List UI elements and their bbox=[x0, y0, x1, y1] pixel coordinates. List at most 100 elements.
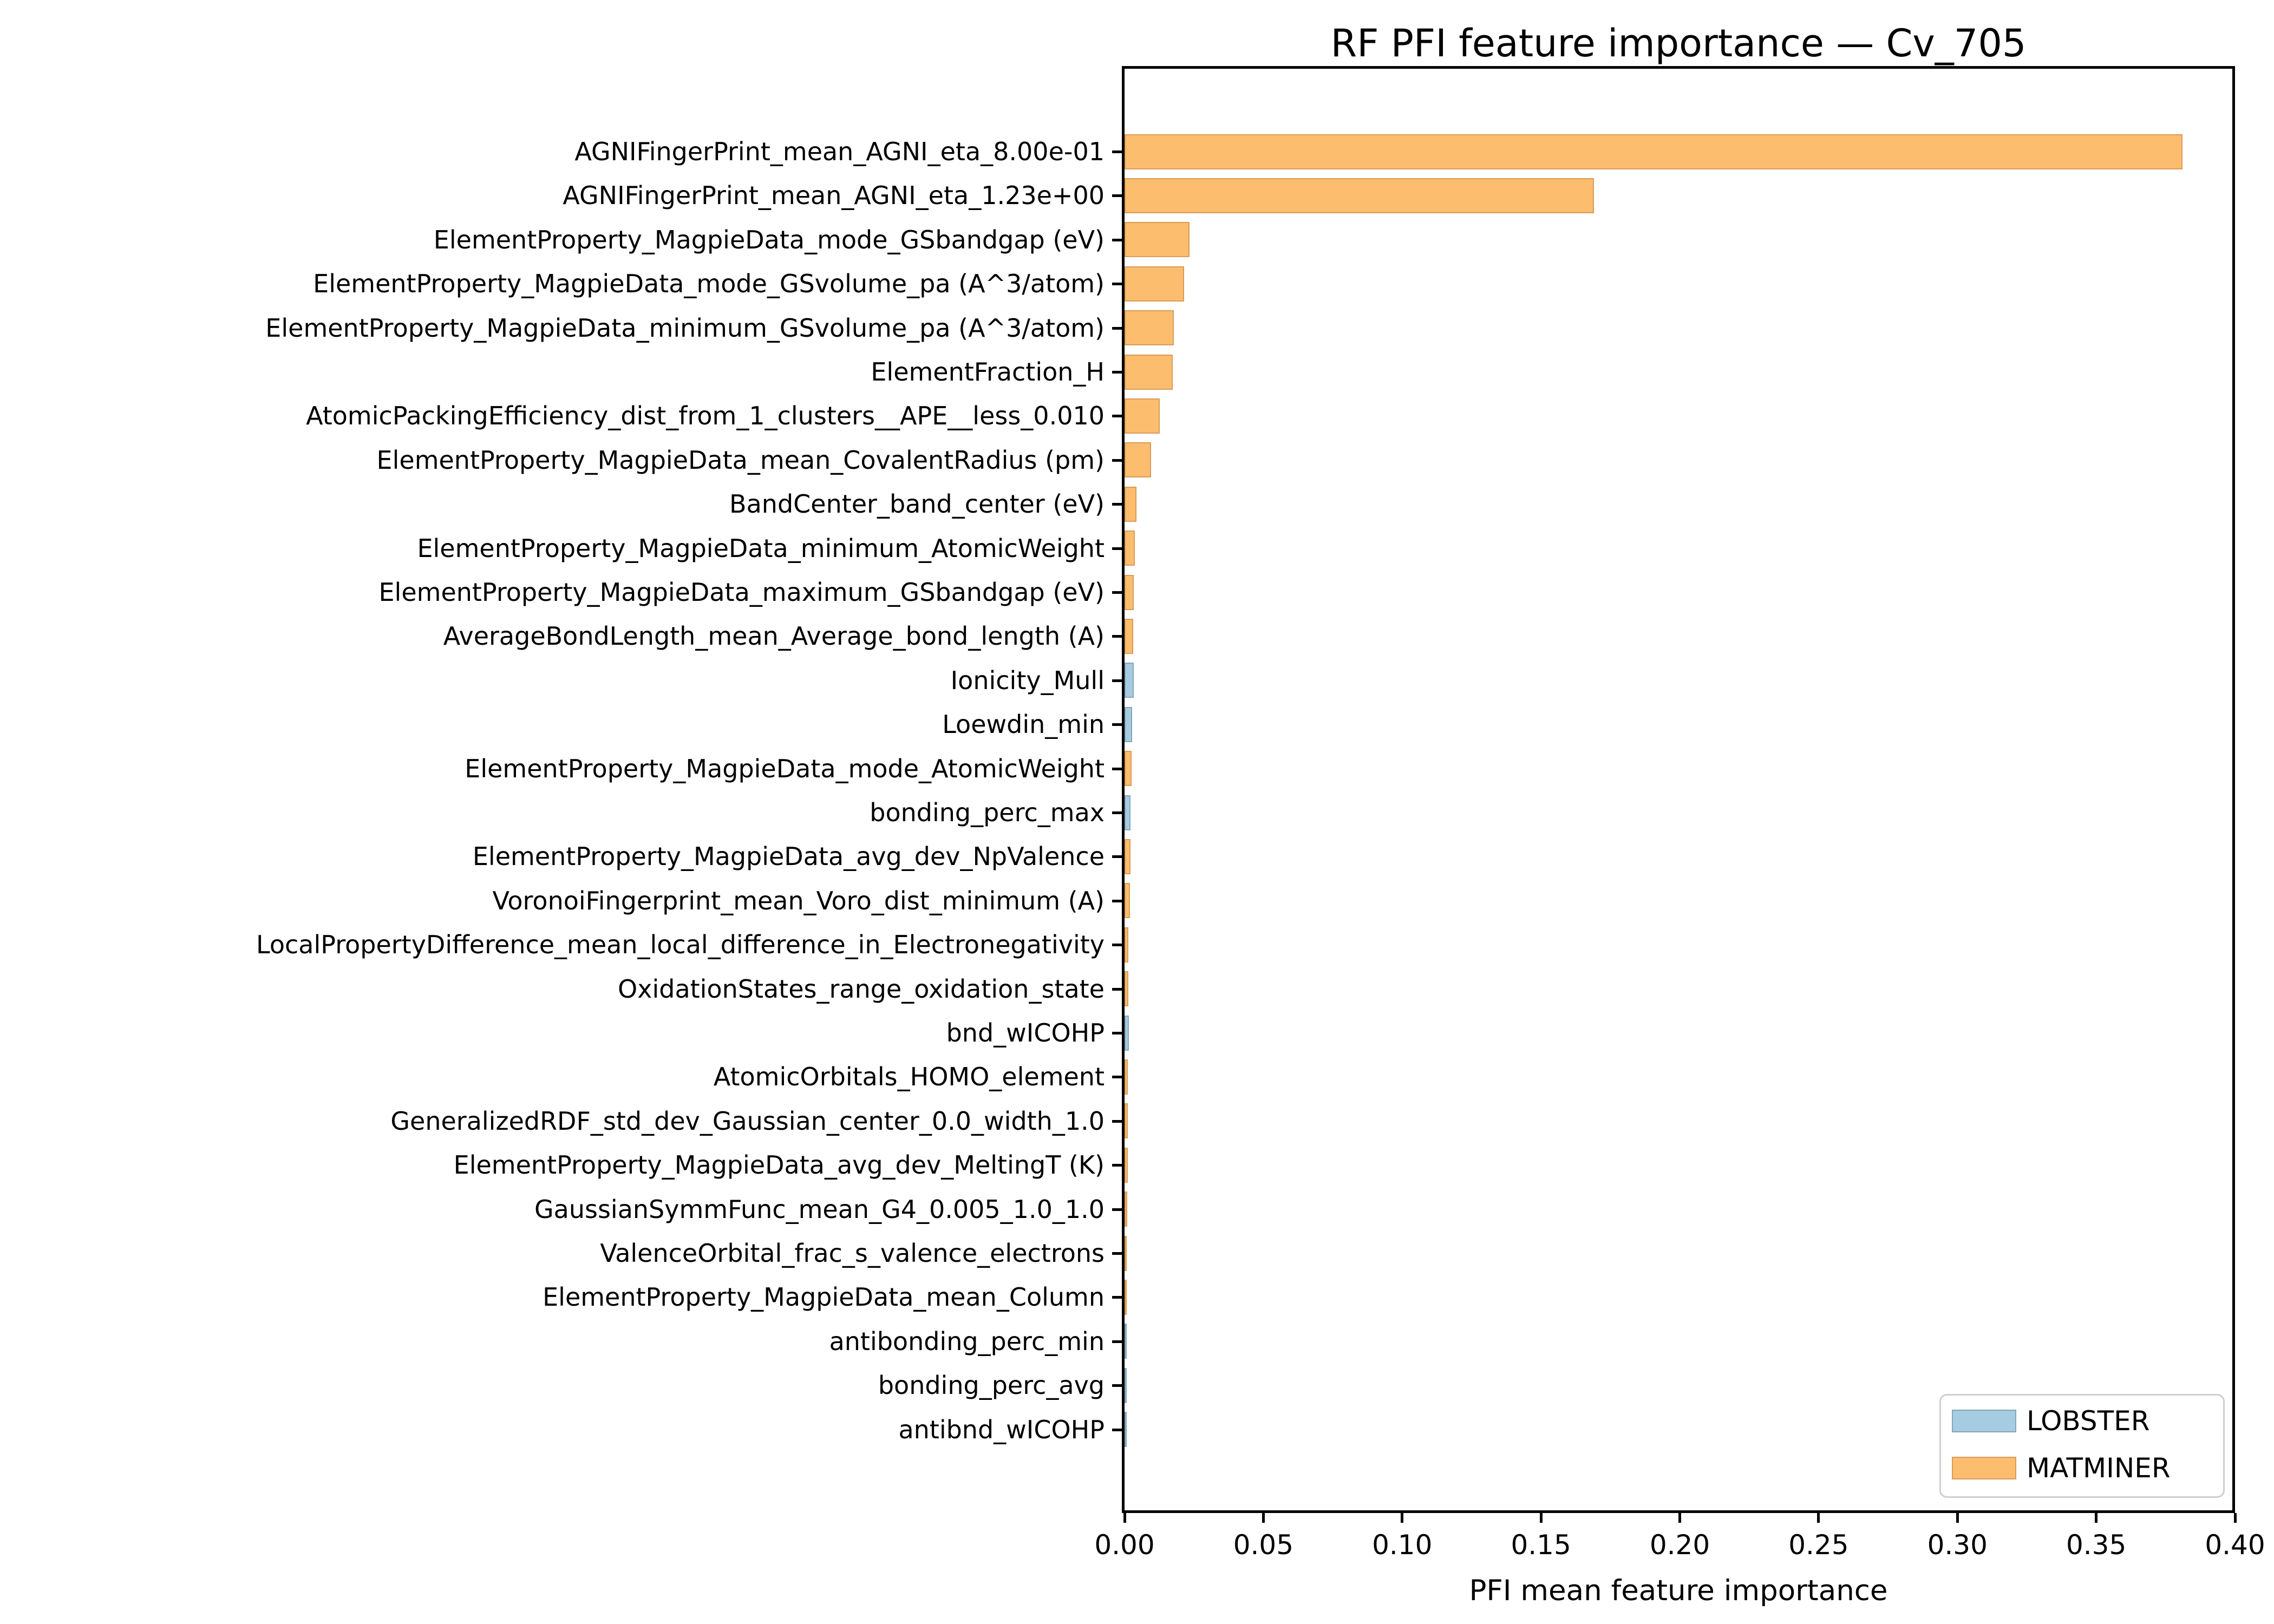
y-tick bbox=[1112, 503, 1122, 506]
x-tick bbox=[1401, 1513, 1404, 1523]
y-tick-label: AGNIFingerPrint_mean_AGNI_eta_8.00e-01 bbox=[574, 137, 1105, 166]
y-tick bbox=[1112, 591, 1122, 594]
y-tick-label: antibonding_perc_min bbox=[829, 1326, 1105, 1356]
bar bbox=[1125, 927, 1128, 962]
y-tick bbox=[1112, 1384, 1122, 1387]
y-tick-label: Loewdin_min bbox=[942, 710, 1105, 739]
bar bbox=[1125, 751, 1132, 787]
y-tick-label: bnd_wICOHP bbox=[946, 1018, 1105, 1047]
y-tick bbox=[1112, 767, 1122, 770]
y-tick-label: AGNIFingerPrint_mean_AGNI_eta_1.23e+00 bbox=[563, 181, 1105, 211]
y-tick-label: ElementProperty_MagpieData_avg_dev_Melti… bbox=[453, 1150, 1105, 1180]
y-tick bbox=[1112, 238, 1122, 241]
y-tick-label: AtomicOrbitals_HOMO_element bbox=[713, 1062, 1105, 1092]
y-tick bbox=[1112, 1428, 1122, 1431]
plot-area bbox=[1122, 66, 2235, 1513]
bar bbox=[1125, 1412, 1127, 1448]
y-tick bbox=[1112, 723, 1122, 726]
y-tick bbox=[1112, 283, 1122, 286]
bar bbox=[1125, 795, 1131, 830]
x-tick bbox=[2233, 1513, 2237, 1523]
y-tick bbox=[1112, 1296, 1122, 1299]
bar bbox=[1125, 1324, 1127, 1359]
x-tick-label: 0.35 bbox=[2066, 1529, 2127, 1561]
y-tick bbox=[1112, 987, 1122, 991]
bar bbox=[1125, 1147, 1128, 1183]
legend-row-matminer: MATMINER bbox=[1941, 1445, 2223, 1491]
bar bbox=[1125, 1059, 1128, 1095]
y-tick-label: ElementProperty_MagpieData_mean_Covalent… bbox=[376, 445, 1105, 475]
x-tick-label: 0.20 bbox=[1649, 1529, 1710, 1561]
y-tick bbox=[1112, 1076, 1122, 1079]
y-tick-label: GaussianSymmFunc_mean_G4_0.005_1.0_1.0 bbox=[534, 1194, 1105, 1224]
y-tick bbox=[1112, 1340, 1122, 1343]
y-tick-label: ElementFraction_H bbox=[871, 357, 1105, 387]
y-tick bbox=[1112, 150, 1122, 153]
bar bbox=[1125, 1015, 1129, 1051]
y-tick bbox=[1112, 944, 1122, 947]
y-tick-label: ElementProperty_MagpieData_minimum_Atomi… bbox=[417, 533, 1105, 563]
x-tick-label: 0.15 bbox=[1511, 1529, 1571, 1561]
y-tick-label: Ionicity_Mull bbox=[950, 665, 1105, 695]
y-tick bbox=[1112, 415, 1122, 418]
x-tick bbox=[1678, 1513, 1681, 1523]
y-tick-label: ElementProperty_MagpieData_mode_GSbandga… bbox=[433, 225, 1105, 254]
bar bbox=[1125, 663, 1134, 698]
y-tick bbox=[1112, 1119, 1122, 1123]
x-tick bbox=[1817, 1513, 1820, 1523]
x-tick bbox=[2095, 1513, 2098, 1523]
y-tick-label: LocalPropertyDifference_mean_local_diffe… bbox=[256, 930, 1105, 960]
x-tick-label: 0.05 bbox=[1233, 1529, 1294, 1561]
bar bbox=[1125, 222, 1190, 258]
y-tick bbox=[1112, 371, 1122, 374]
bar bbox=[1125, 1235, 1127, 1271]
x-tick bbox=[1539, 1513, 1543, 1523]
bar bbox=[1125, 618, 1133, 654]
y-tick bbox=[1112, 1032, 1122, 1034]
chart-title: RF PFI feature importance — Cv_705 bbox=[1330, 21, 2027, 66]
y-tick-label: AtomicPackingEfficiency_dist_from_1_clus… bbox=[306, 401, 1105, 431]
bar bbox=[1125, 1103, 1128, 1139]
legend-row-lobster: LOBSTER bbox=[1941, 1398, 2223, 1444]
y-tick bbox=[1112, 811, 1122, 814]
bar bbox=[1125, 971, 1128, 1007]
y-tick-label: VoronoiFingerprint_mean_Voro_dist_minimu… bbox=[492, 886, 1105, 915]
y-tick bbox=[1112, 1208, 1122, 1211]
bar bbox=[1125, 883, 1130, 919]
y-tick-label: antibnd_wICOHP bbox=[898, 1415, 1105, 1444]
bar bbox=[1125, 266, 1184, 302]
y-tick-label: ElementProperty_MagpieData_mode_GSvolume… bbox=[313, 269, 1105, 299]
x-tick bbox=[1956, 1513, 1959, 1523]
bar bbox=[1125, 574, 1134, 610]
x-tick-label: 0.10 bbox=[1372, 1529, 1433, 1561]
x-tick-label: 0.40 bbox=[2205, 1529, 2265, 1561]
y-tick-label: bonding_perc_avg bbox=[878, 1371, 1105, 1400]
y-tick-label: bonding_perc_max bbox=[870, 798, 1105, 827]
y-tick-label: ElementProperty_MagpieData_maximum_GSban… bbox=[378, 578, 1105, 607]
y-tick bbox=[1112, 1164, 1122, 1167]
x-tick-label: 0.25 bbox=[1788, 1529, 1849, 1561]
y-tick-label: OxidationStates_range_oxidation_state bbox=[618, 974, 1105, 1004]
lobster-swatch-icon bbox=[1952, 1410, 2016, 1432]
legend-label-lobster: LOBSTER bbox=[2027, 1405, 2150, 1437]
y-tick bbox=[1112, 855, 1122, 859]
y-tick bbox=[1112, 194, 1122, 198]
bar bbox=[1125, 178, 1594, 213]
x-tick-label: 0.30 bbox=[1927, 1529, 1988, 1561]
bar bbox=[1125, 839, 1131, 874]
y-tick-label: BandCenter_band_center (eV) bbox=[729, 489, 1105, 519]
legend: LOBSTER MATMINER bbox=[1939, 1394, 2225, 1498]
y-tick-label: ElementProperty_MagpieData_mean_Column bbox=[543, 1282, 1105, 1312]
bar bbox=[1125, 1367, 1127, 1403]
bar bbox=[1125, 1191, 1127, 1227]
x-tick-label: 0.00 bbox=[1094, 1529, 1155, 1561]
y-tick bbox=[1112, 679, 1122, 682]
bar bbox=[1125, 442, 1151, 478]
y-tick bbox=[1112, 1252, 1122, 1255]
y-tick-label: ElementProperty_MagpieData_avg_dev_NpVal… bbox=[472, 842, 1105, 872]
bar bbox=[1125, 706, 1132, 742]
y-tick-label: ValenceOrbital_frac_s_valence_electrons bbox=[600, 1239, 1105, 1268]
y-tick bbox=[1112, 899, 1122, 902]
legend-label-matminer: MATMINER bbox=[2027, 1452, 2171, 1484]
